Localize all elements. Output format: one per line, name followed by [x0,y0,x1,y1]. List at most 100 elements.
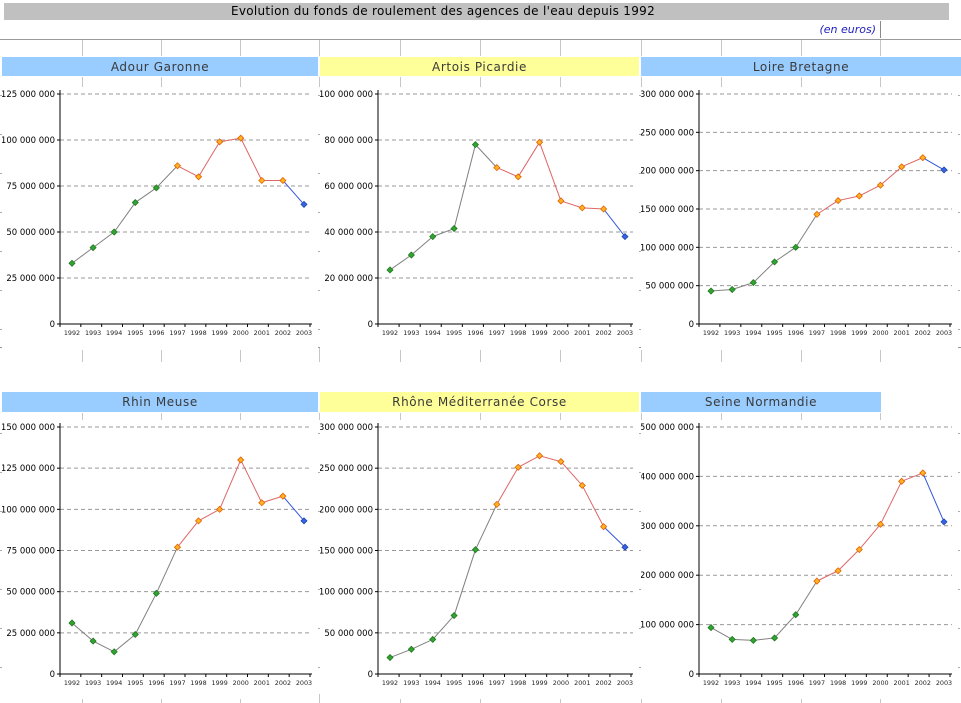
line-chart-seine-normandie: 0 100 000 000 200 000 000 300 000 000 400 00… [640,423,952,687]
series-segment [282,495,305,522]
row-gridline-stub [317,173,320,174]
cell-gridline [480,40,481,56]
y-tick-label: 20 000 000 [324,274,373,284]
x-tick-label: 2001 [254,329,270,337]
y-tick-label: 100 000 000 [2,505,55,515]
cell-gridline [319,413,320,420]
series-segment [432,228,455,238]
series-segment [155,546,178,594]
row-gridline-stub [317,472,320,473]
y-tick-label: 25 000 000 [6,629,55,639]
data-point [258,176,266,185]
series-segment [177,520,199,548]
row-gridline-stub [638,589,641,590]
data-point [813,210,821,218]
data-point [429,635,437,643]
x-tick-label: 1995 [127,679,143,687]
data-point [898,477,906,485]
series-segment [71,247,94,264]
x-tick-label: 1996 [148,679,164,687]
x-tick-label: 2000 [233,679,249,687]
data-point [578,481,586,490]
row-gridline-stub [0,290,3,291]
y-tick-label: 0 [689,320,694,330]
line-chart-rhin-meuse: 0 25 000 000 50 000 000 75 000 000 100 000 0… [1,423,312,687]
data-point [834,567,842,575]
row-gridline-stub [638,667,641,668]
cell-gridline [560,77,561,87]
x-tick-label: 2003 [296,679,312,687]
y-tick-label: 300 000 000 [641,90,694,100]
series-segment [113,634,136,653]
data-point [707,287,715,295]
x-tick-label: 2000 [553,679,569,687]
y-tick-label: 80 000 000 [324,136,373,146]
y-tick-label: 0 [689,670,694,680]
series-segment [603,208,626,237]
data-point [876,181,885,189]
x-tick-label: 1996 [788,329,804,337]
data-point [429,233,437,241]
x-tick-label: 1993 [85,679,101,687]
cell-gridline [319,40,320,56]
data-point [940,166,948,174]
data-point [89,244,97,252]
row-gridline-stub [957,511,960,512]
series-segment [92,231,115,249]
data-point [407,251,415,259]
x-tick-label: 1999 [851,329,867,337]
chart-rhin-meuse: 0 25 000 000 50 000 000 75 000 000 100 000 0… [1,420,318,699]
y-tick-label: 100 000 000 [641,621,694,631]
x-tick-label: 1998 [510,329,526,337]
data-point [557,458,565,466]
row-gridline-stub [317,433,320,434]
row-gridline-stub [317,628,320,629]
data-point [940,518,948,526]
x-tick-label: 1994 [106,329,122,337]
row-gridline-stub [0,433,3,434]
series-segment [603,526,626,548]
x-tick-label: 1999 [212,679,228,687]
x-tick-label: 1993 [403,329,419,337]
x-tick-label: 1996 [467,679,483,687]
y-tick-label: 50 000 000 [324,629,373,639]
chart-header-seine-normandie: Seine Normandie [641,392,881,412]
x-tick-label: 1998 [830,329,846,337]
x-tick-label: 1992 [64,679,80,687]
cell-gridline [82,40,83,56]
cell-gridline [880,347,881,362]
y-tick-label: 200 000 000 [641,167,694,177]
x-tick-label: 1996 [467,329,483,337]
y-tick-label: 0 [368,670,373,680]
chart-loire-bretagne: 0 50 000 000 100 000 000 150 000 000 200 000… [640,87,958,350]
y-tick-label: 125 000 000 [2,464,55,474]
row-gridline-stub [957,472,960,473]
y-tick-label: 100 000 000 [320,588,373,598]
cell-gridline [161,77,162,87]
data-point [173,162,182,170]
chart-artois-picardie: 0 20 000 000 40 000 000 60 000 000 80 000 00… [319,87,639,350]
data-point [258,499,266,507]
x-tick-label: 1997 [169,679,185,687]
series-segment [922,157,945,171]
x-tick-label: 2001 [574,679,590,687]
row-gridline-stub [317,589,320,590]
data-point [855,192,863,200]
series-segment [496,167,519,178]
series-segment [389,254,412,271]
series-segment [156,165,178,189]
data-point [386,653,394,662]
data-point [728,635,736,643]
row-gridline-stub [638,433,641,434]
data-point [792,611,800,619]
series-segment [71,622,94,642]
y-tick-label: 150 000 000 [2,423,55,433]
cell-gridline [801,347,802,362]
x-tick-label: 1994 [745,679,761,687]
series-segment [880,481,903,525]
series-segment [732,638,754,641]
cell-gridline [400,77,401,87]
x-tick-label: 1997 [809,329,825,337]
data-point [707,623,715,632]
data-point [152,184,160,192]
